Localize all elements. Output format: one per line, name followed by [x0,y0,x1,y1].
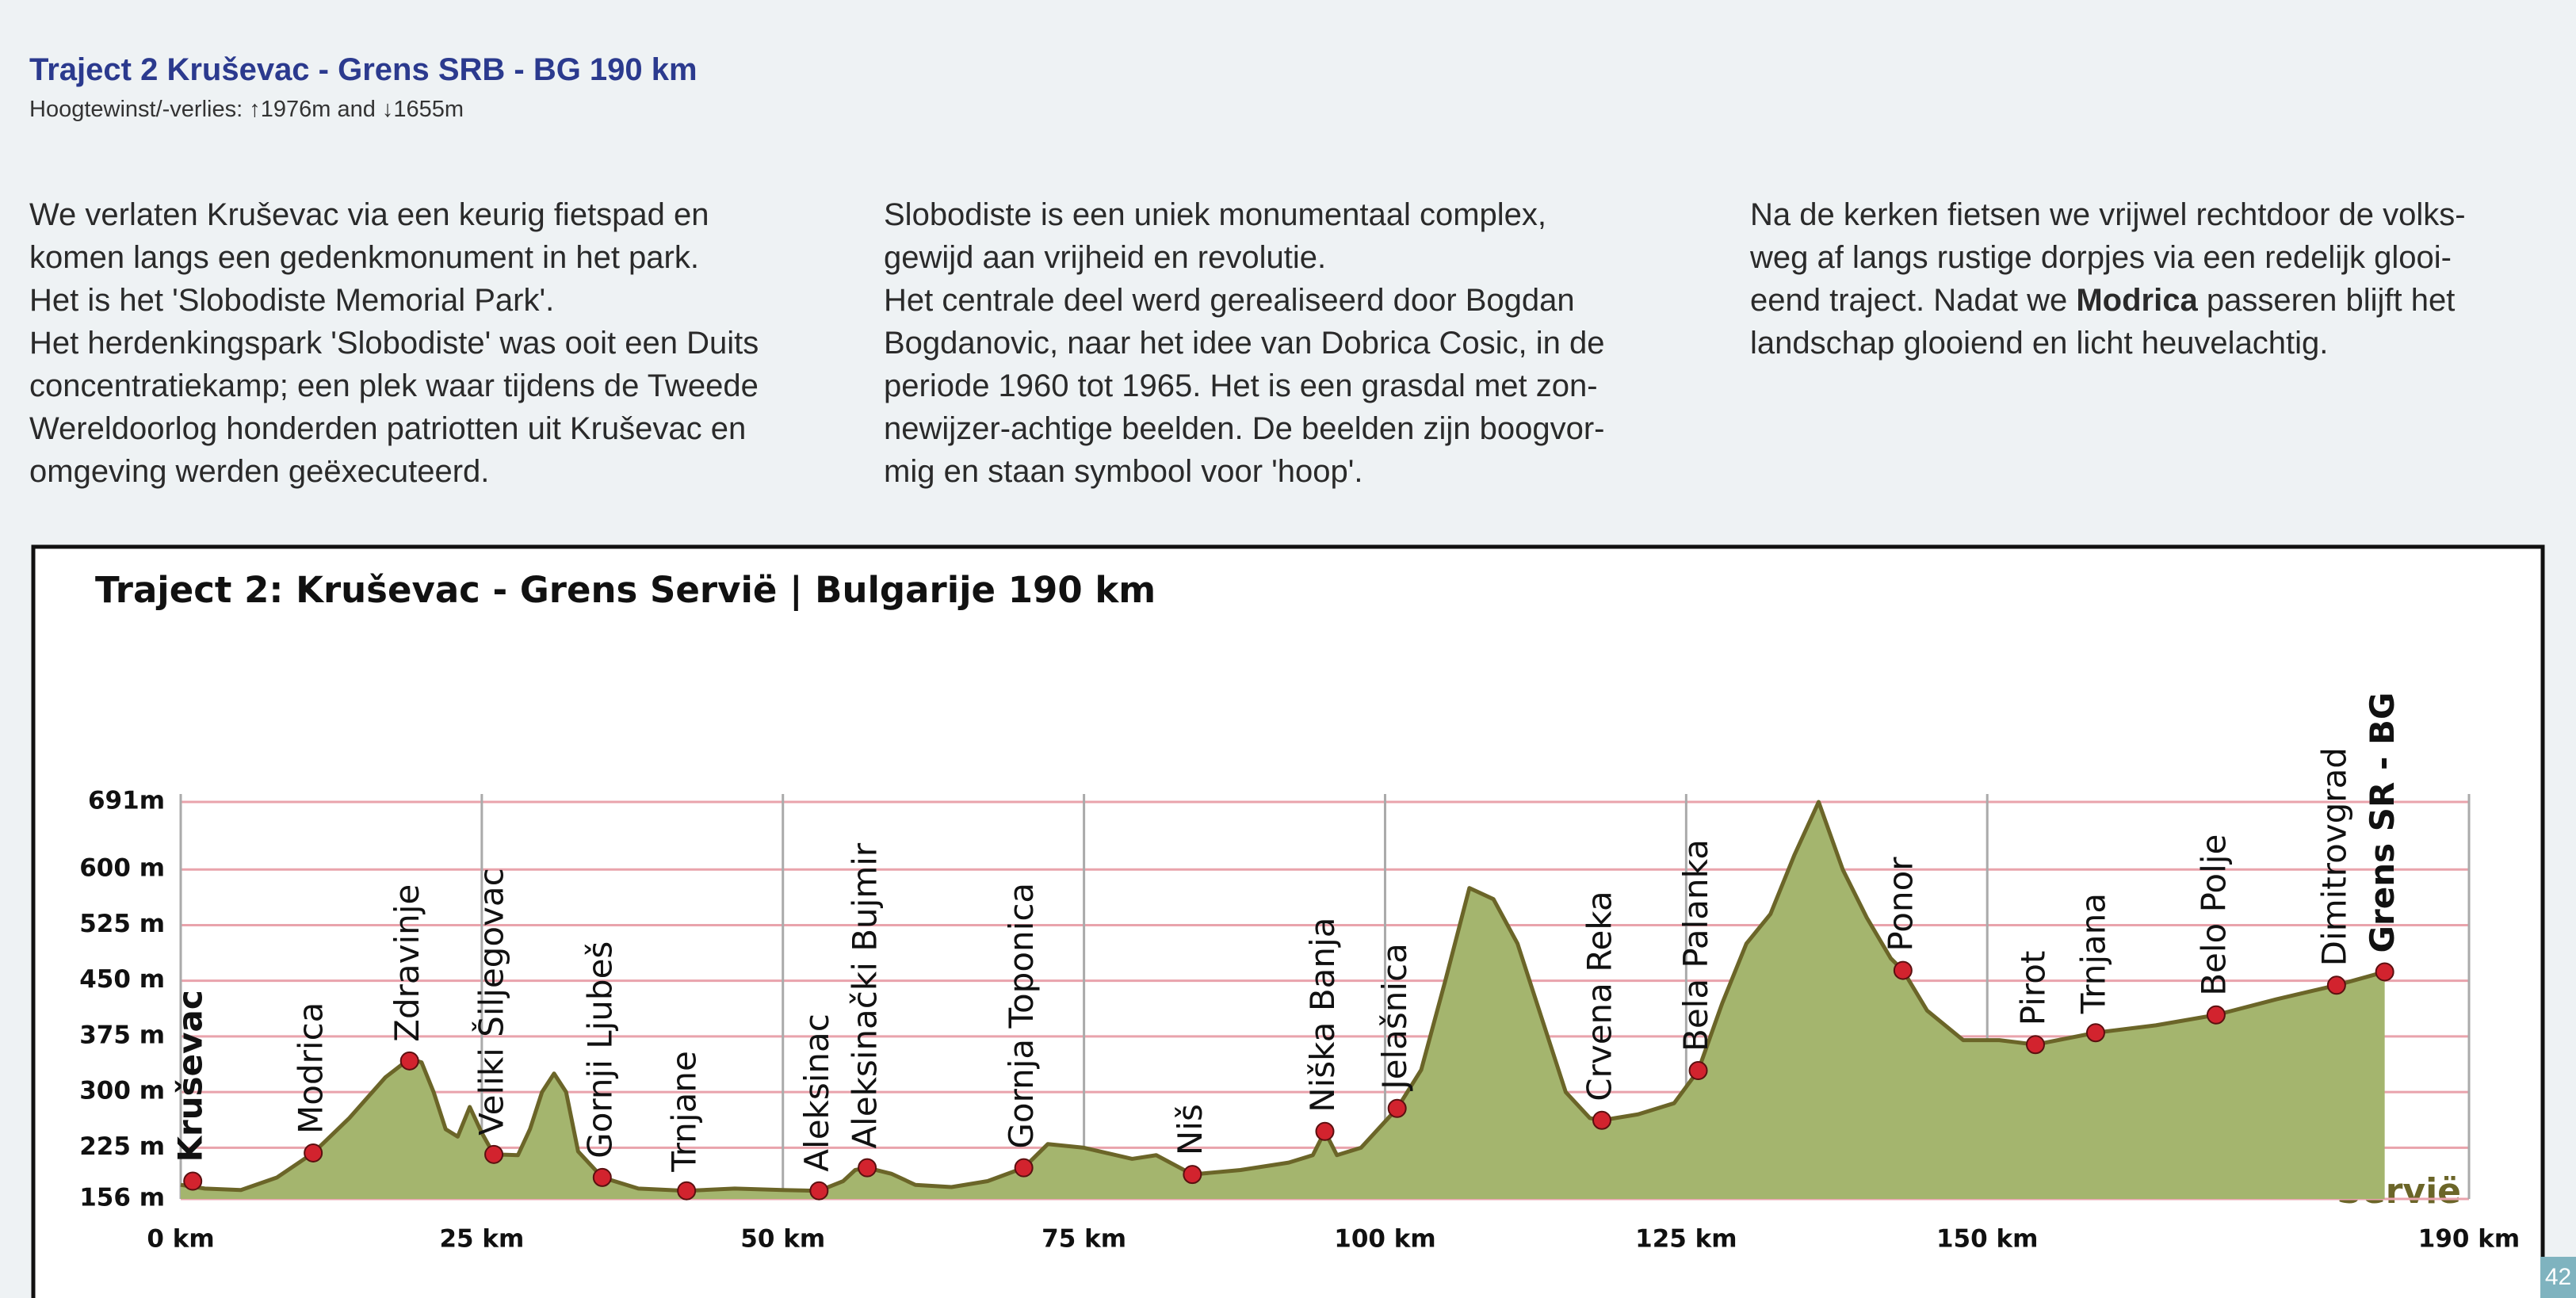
page-subtitle: Hoogtewinst/-verlies: ↑1976m and ↓1655m [29,97,464,122]
text-line: Wereldoorlog honderden patriotten uit Kr… [29,411,747,446]
y-tick-label: 450 m [79,965,165,994]
x-tick-label: 125 km [1635,1225,1737,1254]
town-marker [2085,1023,2105,1043]
town-marker [677,1181,697,1201]
town-marker [1315,1121,1335,1141]
town-marker [1014,1158,1034,1178]
text-line: gewijd aan vrijheid en revolutie. [884,240,1327,275]
x-tick-label: 100 km [1334,1225,1435,1254]
town-label: Dimitrovgrad [2314,747,2353,966]
text-line: eend traject. Nadat we Modrica passeren … [1750,279,2466,322]
town-label: Niš [1171,1104,1210,1155]
town-label: Jelašnica [1375,943,1414,1092]
x-tick-label: 25 km [439,1225,524,1254]
text-line: Het herdenkingspark 'Slobodiste' was ooi… [29,326,759,361]
text-line: landschap glooiend en licht heuvelachtig… [1750,326,2329,361]
text-column: We verlaten Kruševac via een keurig fiet… [29,193,759,493]
town-marker [399,1051,419,1071]
town-label: Aleksinac [797,1014,836,1172]
text: passeren blijft het [2197,283,2456,318]
x-tick-label: 190 km [2418,1225,2520,1254]
town-label: Trnjane [665,1051,704,1173]
profile-line [180,800,2386,1193]
text-line: We verlaten Kruševac via een keurig fiet… [29,197,709,232]
town-marker [1893,960,1913,980]
town-label: Veliki Šiljegovac [472,868,511,1136]
town-marker [2206,1005,2226,1025]
text-line: newijzer-achtige beelden. De beelden zij… [884,411,1605,446]
text-line: Slobodiste is een uniek monumentaal comp… [884,197,1547,232]
text: eend traject. Nadat we [1750,283,2077,318]
town-marker [1183,1165,1202,1185]
text-line: Het centrale deel werd gerealiseerd door… [884,283,1575,318]
text-line: concentratiekamp; een plek waar tijdens … [29,368,759,403]
town-label: Kruševac [171,990,210,1162]
town-label: Trnjana [2073,893,2112,1014]
y-tick-label: 525 m [79,910,165,938]
town-label: Modrica [292,1002,331,1134]
x-tick-label: 75 km [1041,1225,1126,1254]
page-title: Traject 2 Kruševac - Grens SRB - BG 190 … [29,52,698,87]
town-label: Grens SR - BG [2363,692,2402,953]
town-marker [809,1181,829,1201]
text-line: komen langs een gedenkmonument in het pa… [29,240,699,275]
text-column: Slobodiste is een uniek monumentaal comp… [884,193,1604,493]
chart-title: Traject 2: Kruševac - Grens Servië | Bul… [95,569,1156,611]
y-tick-label: 375 m [79,1021,165,1049]
text-line: Na de kerken fietsen we vrijwel rechtdoo… [1750,197,2466,232]
town-marker [183,1171,203,1191]
y-tick-label: 156 m [79,1184,165,1212]
text-line: omgeving werden geëxecuteerd. [29,454,490,489]
y-tick-label: 600 m [79,854,165,883]
town-label: Aleksinački Bujmir [846,842,885,1149]
town-marker [858,1158,877,1178]
x-tick-label: 150 km [1936,1225,2038,1254]
x-tick-label: 0 km [147,1225,214,1254]
town-label: Pirot [2013,951,2052,1026]
town-label: Belo Polje [2194,834,2233,996]
text-line: Bogdanovic, naar het idee van Dobrica Co… [884,326,1605,361]
y-tick-label: 225 m [79,1132,165,1161]
y-tick-label: 300 m [79,1077,165,1105]
town-marker [592,1167,612,1187]
town-label: Zdravinje [388,884,426,1042]
town-marker [2375,962,2394,982]
town-marker [1592,1110,1611,1130]
town-label: Niška Banja [1303,918,1342,1113]
text-line: periode 1960 tot 1965. Het is een grasda… [884,368,1598,403]
town-marker [2025,1035,2045,1055]
town-marker [1688,1060,1708,1080]
town-label: Gornja Toponica [1002,883,1041,1149]
text-column: Na de kerken fietsen we vrijwel rechtdoo… [1750,193,2466,365]
text-line: mig en staan symbool voor 'hoop'. [884,454,1363,489]
profile-area [181,802,2385,1199]
page-number: 42 [2540,1257,2576,1298]
town-marker [1387,1098,1407,1118]
text-line: weg af langs rustige dorpjes via een red… [1750,240,2452,275]
town-label: Crvena Reka [1580,891,1619,1101]
y-tick-label: 691m [88,787,165,815]
bold-text: Modrica [2076,283,2198,318]
town-marker [484,1144,504,1164]
town-label: Bela Palanka [1676,839,1715,1052]
town-label: Gornji Ljubeš [580,941,619,1159]
town-marker [2326,975,2346,995]
x-tick-label: 50 km [740,1225,825,1254]
town-label: Ponor [1881,857,1920,952]
town-marker [304,1143,323,1162]
text-line: Het is het 'Slobodiste Memorial Park'. [29,283,555,318]
